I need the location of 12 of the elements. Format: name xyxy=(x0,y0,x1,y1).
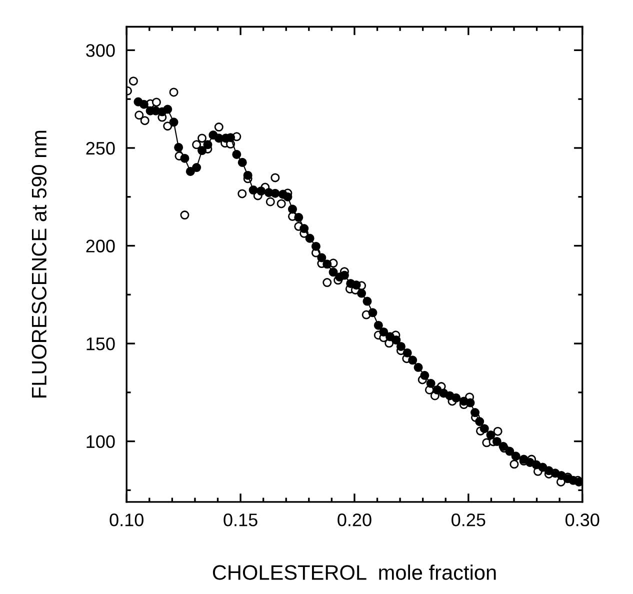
y-tick-label: 200 xyxy=(86,240,115,252)
y-tick-label: 150 xyxy=(86,337,115,350)
x-tick-label: 0.15 xyxy=(224,514,258,526)
y-axis-title: FLUORESCENCE at 590 nm xyxy=(32,130,47,398)
y-tick-label: 250 xyxy=(86,142,115,155)
y-tick-label: 300 xyxy=(86,44,115,57)
x-tick-label: 0.20 xyxy=(338,514,372,526)
x-tick-label: 0.30 xyxy=(565,514,600,526)
y-tick-label: 100 xyxy=(86,435,115,448)
x-axis-title: CHOLESTEROL mole fraction xyxy=(212,564,496,580)
x-tick-label: 0.25 xyxy=(452,514,486,526)
x-tick-label: 0.10 xyxy=(110,514,144,526)
